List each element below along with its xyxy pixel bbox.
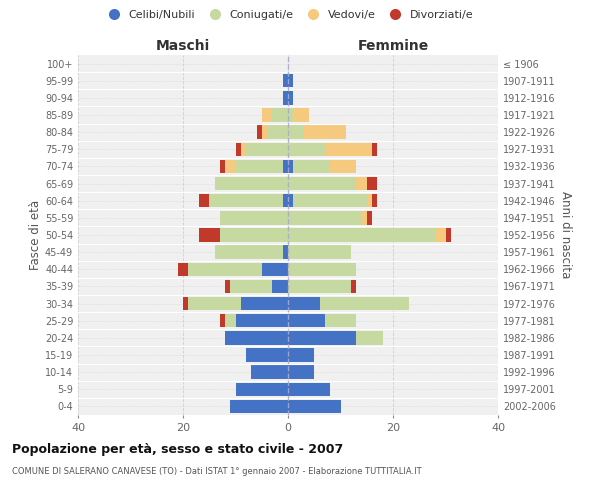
Bar bbox=[283, 74, 288, 88]
Bar bbox=[230, 280, 272, 293]
Bar bbox=[356, 331, 383, 344]
Bar bbox=[288, 91, 293, 104]
Bar bbox=[283, 160, 288, 173]
Bar bbox=[320, 297, 409, 310]
Bar bbox=[225, 331, 288, 344]
Bar bbox=[367, 177, 377, 190]
Bar bbox=[288, 400, 341, 413]
Bar bbox=[246, 142, 288, 156]
Bar bbox=[288, 228, 435, 241]
Bar bbox=[288, 211, 361, 224]
Bar bbox=[288, 348, 314, 362]
Bar bbox=[288, 126, 304, 139]
Bar bbox=[288, 382, 330, 396]
Text: COMUNE DI SALERANO CANAVESE (TO) - Dati ISTAT 1° gennaio 2007 - Elaborazione TUT: COMUNE DI SALERANO CANAVESE (TO) - Dati … bbox=[12, 468, 422, 476]
Bar bbox=[288, 280, 351, 293]
Bar bbox=[188, 262, 262, 276]
Bar bbox=[293, 108, 309, 122]
Bar bbox=[445, 228, 451, 241]
Bar bbox=[283, 194, 288, 207]
Legend: Celibi/Nubili, Coniugati/e, Vedovi/e, Divorziati/e: Celibi/Nubili, Coniugati/e, Vedovi/e, Di… bbox=[98, 6, 478, 25]
Bar bbox=[293, 160, 330, 173]
Bar bbox=[288, 194, 293, 207]
Bar bbox=[199, 194, 209, 207]
Bar bbox=[304, 126, 346, 139]
Bar bbox=[288, 160, 293, 173]
Bar bbox=[272, 108, 288, 122]
Bar bbox=[272, 280, 288, 293]
Bar bbox=[220, 314, 225, 328]
Bar bbox=[288, 246, 351, 259]
Bar bbox=[215, 246, 283, 259]
Bar bbox=[209, 194, 283, 207]
Bar bbox=[367, 194, 372, 207]
Bar bbox=[351, 280, 356, 293]
Bar bbox=[215, 177, 288, 190]
Bar bbox=[288, 297, 320, 310]
Bar bbox=[241, 142, 246, 156]
Bar bbox=[225, 280, 230, 293]
Bar bbox=[435, 228, 445, 241]
Bar bbox=[251, 366, 288, 379]
Bar bbox=[225, 160, 235, 173]
Bar bbox=[225, 314, 235, 328]
Y-axis label: Fasce di età: Fasce di età bbox=[29, 200, 42, 270]
Text: Femmine: Femmine bbox=[358, 38, 428, 52]
Bar bbox=[246, 348, 288, 362]
Bar bbox=[325, 314, 356, 328]
Text: Maschi: Maschi bbox=[156, 38, 210, 52]
Bar bbox=[293, 194, 367, 207]
Bar bbox=[288, 314, 325, 328]
Bar bbox=[220, 211, 288, 224]
Bar bbox=[267, 126, 288, 139]
Bar bbox=[288, 177, 356, 190]
Bar bbox=[188, 297, 241, 310]
Bar bbox=[288, 262, 356, 276]
Y-axis label: Anni di nascita: Anni di nascita bbox=[559, 192, 572, 278]
Bar bbox=[288, 366, 314, 379]
Bar bbox=[235, 160, 283, 173]
Text: Popolazione per età, sesso e stato civile - 2007: Popolazione per età, sesso e stato civil… bbox=[12, 442, 343, 456]
Bar bbox=[283, 91, 288, 104]
Bar bbox=[288, 142, 325, 156]
Bar bbox=[361, 211, 367, 224]
Bar bbox=[257, 126, 262, 139]
Bar bbox=[241, 297, 288, 310]
Bar bbox=[183, 297, 188, 310]
Bar bbox=[283, 246, 288, 259]
Bar bbox=[235, 314, 288, 328]
Bar bbox=[325, 142, 372, 156]
Bar bbox=[367, 211, 372, 224]
Bar bbox=[220, 160, 225, 173]
Bar bbox=[262, 262, 288, 276]
Bar bbox=[220, 228, 288, 241]
Bar bbox=[372, 142, 377, 156]
Bar bbox=[235, 382, 288, 396]
Bar bbox=[288, 74, 293, 88]
Bar bbox=[372, 194, 377, 207]
Bar bbox=[235, 142, 241, 156]
Bar bbox=[288, 108, 293, 122]
Bar bbox=[230, 400, 288, 413]
Bar bbox=[330, 160, 356, 173]
Bar bbox=[262, 126, 267, 139]
Bar bbox=[199, 228, 220, 241]
Bar bbox=[356, 177, 367, 190]
Bar bbox=[178, 262, 188, 276]
Bar bbox=[288, 331, 356, 344]
Bar bbox=[262, 108, 272, 122]
